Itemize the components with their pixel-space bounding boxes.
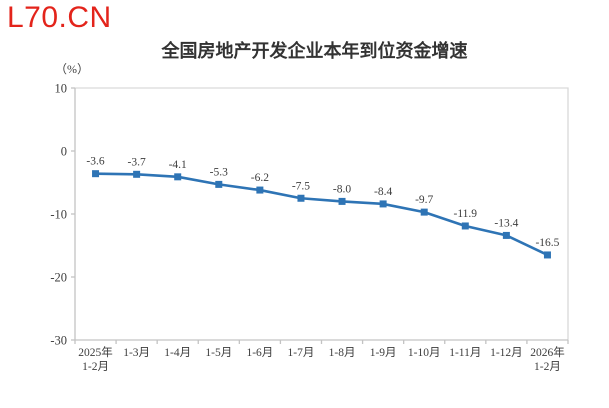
- data-point-marker: [379, 200, 387, 208]
- series-line: [94, 172, 549, 257]
- data-point-label: -5.3: [210, 166, 228, 178]
- data-point-label: -3.7: [128, 156, 146, 168]
- data-point-label: -8.4: [374, 186, 392, 198]
- x-axis-category-label: 1-4月: [164, 347, 191, 359]
- data-point-marker: [420, 208, 428, 216]
- x-axis-category-label: 1-5月: [205, 347, 232, 359]
- data-point-marker: [543, 251, 551, 259]
- y-axis-unit-label: （%）: [55, 62, 89, 76]
- data-point-label: -9.7: [415, 194, 433, 206]
- data-point-label: -8.0: [333, 183, 351, 195]
- data-point-label: -16.5: [535, 237, 559, 249]
- x-axis-category-label: 1-7月: [288, 347, 315, 359]
- x-axis-category-label: 1-3月: [123, 347, 150, 359]
- x-axis-category-label: 1-6月: [246, 347, 273, 359]
- data-point-marker: [92, 170, 100, 178]
- x-axis-category-label: 1-8月: [329, 347, 356, 359]
- y-axis-tick-label: -10: [50, 208, 67, 222]
- data-point-marker: [133, 170, 141, 178]
- data-point-label: -7.5: [292, 180, 310, 192]
- x-axis-category-label: 1-11月: [449, 347, 481, 359]
- x-axis-category-label: 2026年 1-2月: [530, 345, 565, 373]
- x-axis-category-label: 1-12月: [490, 347, 523, 359]
- data-point-label: -3.6: [86, 156, 104, 168]
- plot-border: [75, 87, 569, 340]
- y-axis-tick-label: -20: [50, 271, 67, 285]
- x-axis-category-label: 1-10月: [408, 347, 441, 359]
- y-axis-tick-label: 10: [55, 82, 68, 96]
- data-point-marker: [461, 222, 469, 230]
- data-point-marker: [297, 194, 305, 202]
- data-point-marker: [338, 197, 346, 205]
- x-axis-category-label: 2025年 1-2月: [78, 345, 113, 373]
- data-point-marker: [174, 173, 182, 181]
- y-axis-tick-label: -30: [50, 334, 67, 348]
- data-point-label: -13.4: [494, 217, 518, 229]
- chart-title: 全国房地产开发企业本年到位资金增速: [161, 41, 468, 61]
- data-point-marker: [256, 186, 264, 194]
- x-axis-category-label: 1-9月: [370, 347, 397, 359]
- data-point-marker: [215, 180, 223, 188]
- data-point-label: -11.9: [454, 208, 478, 220]
- site-logo: L70.CN: [7, 1, 112, 34]
- data-point-label: -4.1: [169, 159, 187, 171]
- data-point-label: -6.2: [251, 172, 269, 184]
- data-point-marker: [502, 231, 510, 239]
- y-axis-tick-label: 0: [61, 145, 67, 159]
